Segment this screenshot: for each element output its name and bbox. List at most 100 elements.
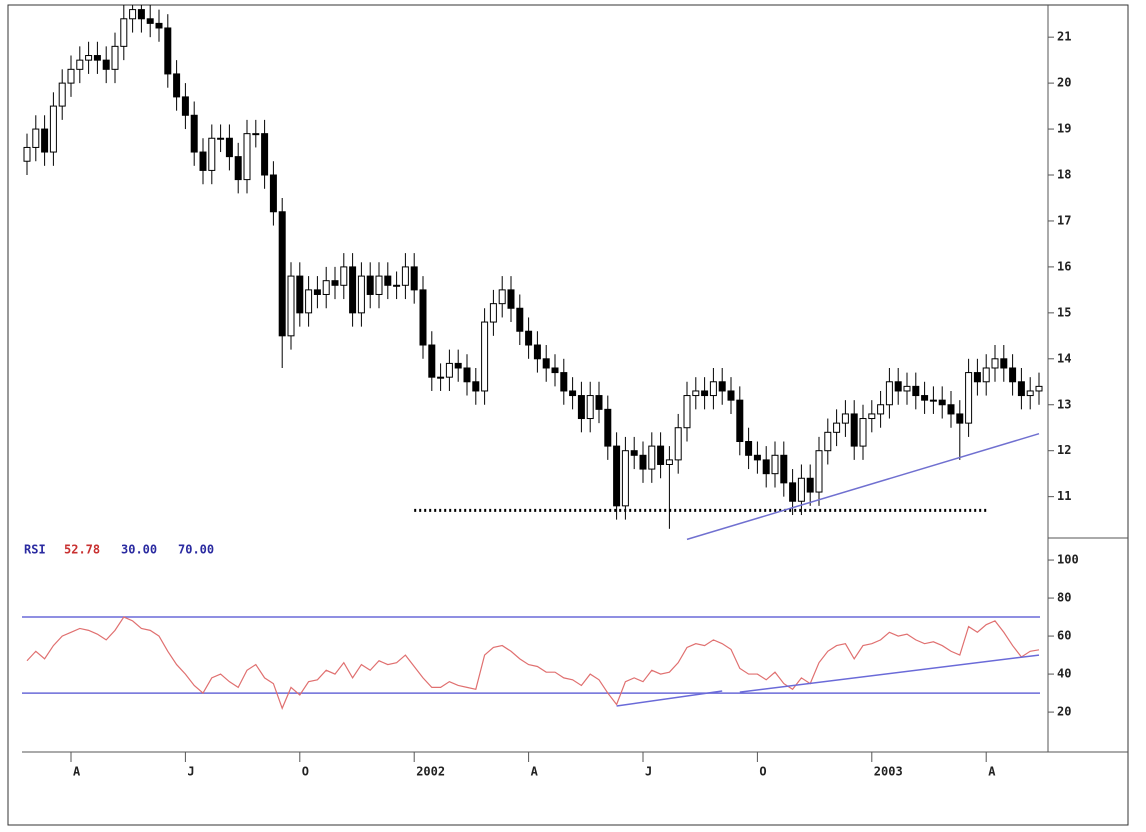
candle-body — [208, 137, 216, 171]
candle-body — [1017, 381, 1025, 397]
candle-body — [49, 105, 57, 153]
y-tick-label: 80 — [1057, 591, 1071, 605]
candle-body — [771, 454, 779, 475]
candle-body — [525, 330, 533, 346]
candle-body — [85, 55, 93, 61]
legend-name: RSI — [24, 543, 46, 557]
candle-body — [947, 404, 955, 415]
legend-level: 30.00 — [121, 543, 157, 557]
candle-body — [76, 59, 84, 70]
candle-body — [797, 477, 805, 502]
y-tick-label: 18 — [1057, 168, 1071, 182]
candle-body — [604, 408, 612, 447]
candle-body — [489, 303, 497, 323]
candle-body — [190, 114, 198, 153]
candle-body — [736, 399, 744, 443]
candle-body — [23, 146, 31, 162]
candle-body — [753, 454, 761, 461]
candle-body — [58, 82, 66, 107]
candle-body — [410, 266, 418, 291]
trend-line — [686, 432, 1040, 541]
candle-body — [313, 289, 321, 295]
y-tick-label: 40 — [1057, 667, 1071, 681]
candle-body — [841, 413, 849, 424]
candle-body — [833, 422, 841, 433]
candle-body — [701, 390, 709, 397]
candle-body — [498, 289, 506, 305]
x-tick-label: A — [531, 765, 539, 779]
candle-body — [815, 450, 823, 493]
candle-body — [577, 395, 585, 420]
rsi-line — [26, 616, 1040, 710]
candle-body — [921, 395, 929, 401]
candle-body — [894, 381, 902, 392]
candle-body — [965, 372, 973, 424]
y-tick-label: 19 — [1057, 122, 1071, 136]
candle-body — [155, 22, 163, 29]
candle-body — [709, 381, 717, 397]
candle-body — [393, 284, 401, 287]
candle-body — [384, 275, 392, 286]
candle-body — [340, 266, 348, 286]
candle-body — [727, 390, 735, 401]
candle-body — [67, 68, 75, 84]
y-tick-label: 17 — [1057, 213, 1071, 227]
candle-body — [569, 390, 577, 397]
y-tick-label: 60 — [1057, 629, 1071, 643]
candle-body — [261, 133, 269, 176]
y-tick-label: 100 — [1057, 553, 1079, 567]
candle-body — [366, 275, 374, 295]
candle-body — [287, 275, 295, 337]
candle-body — [252, 133, 260, 136]
candle-body — [164, 27, 172, 75]
candle-body — [472, 381, 480, 392]
x-tick-label: O — [302, 765, 309, 779]
candle-body — [243, 133, 251, 181]
candle-body — [551, 367, 559, 374]
x-tick-label: A — [988, 765, 996, 779]
candle-body — [120, 18, 128, 47]
candle-body — [454, 362, 462, 369]
candle-body — [683, 395, 691, 429]
candle-body — [718, 381, 726, 392]
y-tick-label: 20 — [1057, 76, 1071, 90]
x-tick-label: 2002 — [416, 765, 445, 779]
candle-body — [648, 445, 656, 470]
candle-body — [938, 399, 946, 406]
candle-body — [885, 381, 893, 406]
x-tick-label: J — [187, 765, 194, 779]
x-tick-label: 2003 — [874, 765, 903, 779]
candle-body — [419, 289, 427, 346]
trend-line — [739, 654, 1040, 693]
x-tick-label: A — [73, 765, 81, 779]
candle-body — [463, 367, 471, 383]
candle-body — [111, 45, 119, 70]
y-tick-label: 15 — [1057, 305, 1071, 319]
candle-body — [1000, 358, 1008, 369]
candle-body — [595, 395, 603, 410]
candle-body — [542, 358, 550, 369]
candle-body — [225, 137, 233, 158]
candle-body — [560, 372, 568, 392]
candle-body — [102, 59, 110, 70]
candle-body — [349, 266, 357, 314]
candle-body — [850, 413, 858, 447]
candle-body — [234, 156, 242, 181]
candle-body — [586, 395, 594, 420]
x-tick-label: J — [645, 765, 652, 779]
candle-body — [322, 280, 330, 295]
y-tick-label: 21 — [1057, 30, 1071, 44]
candle-body — [621, 450, 629, 507]
candle-body — [665, 459, 673, 465]
candle-body — [428, 344, 436, 378]
candle-body — [331, 280, 339, 286]
candle-body — [1035, 385, 1043, 392]
y-tick-label: 11 — [1057, 489, 1071, 503]
candle-body — [824, 431, 832, 452]
candle-body — [762, 459, 770, 475]
candle-body — [278, 211, 286, 337]
candle-body — [375, 275, 383, 295]
y-tick-label: 14 — [1057, 351, 1071, 365]
